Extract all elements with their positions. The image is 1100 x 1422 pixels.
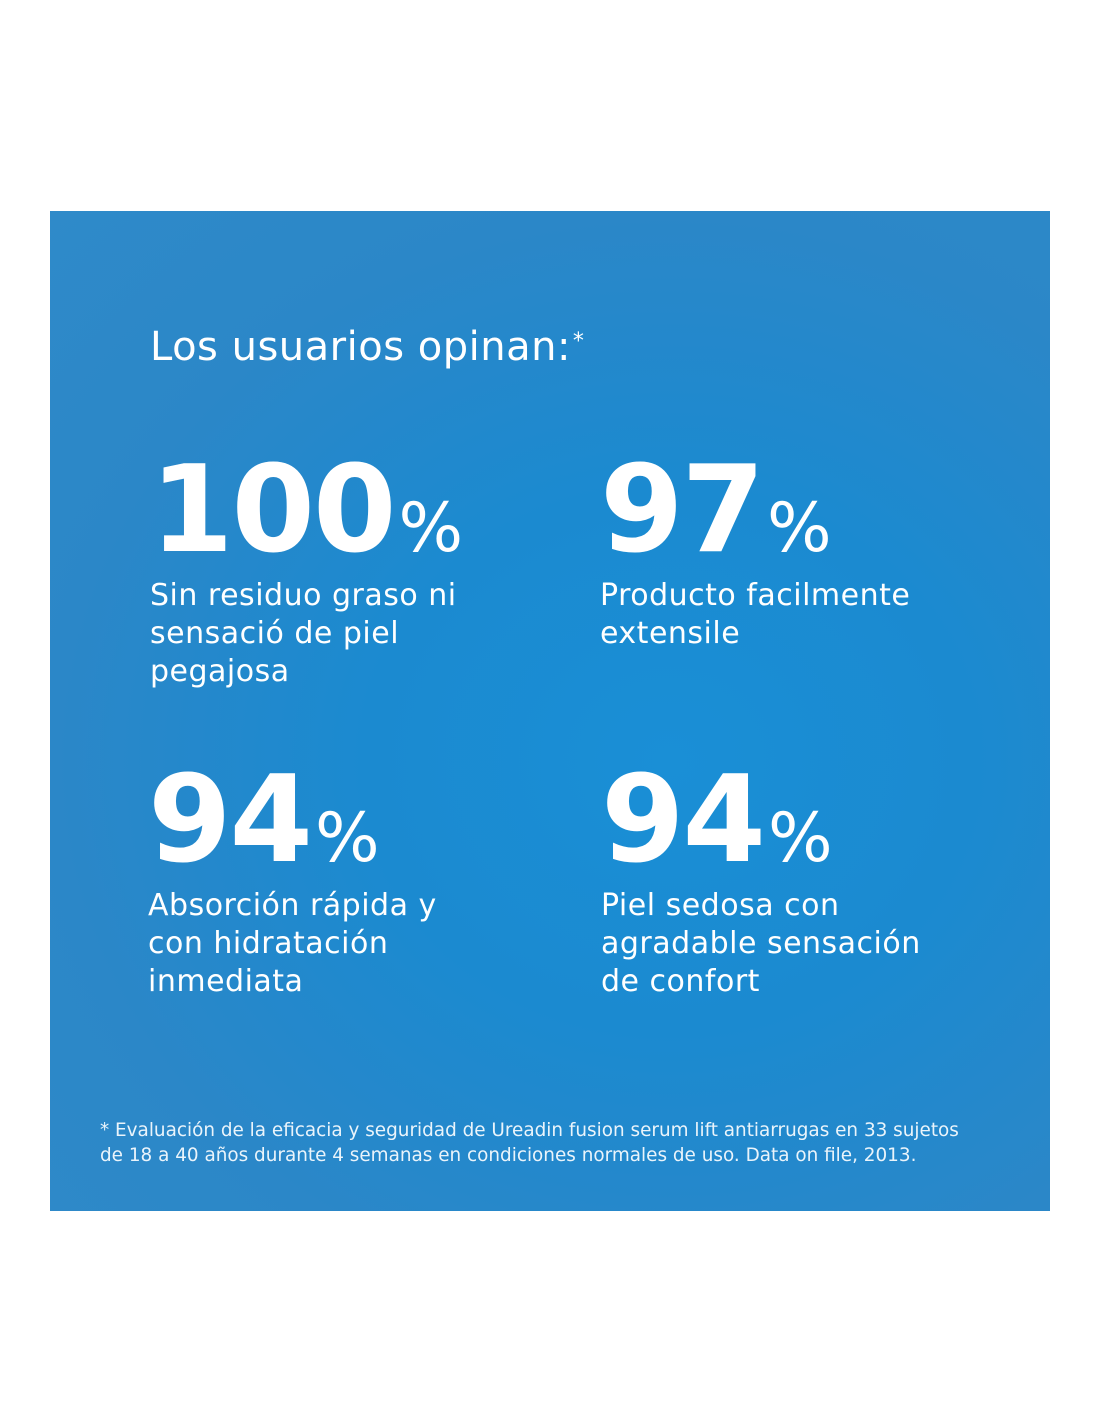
stat-label: Absorción rápida y con hidratación inmed… [148,887,437,1001]
stat-label-line: de confort [601,964,760,999]
stat-number: 94 [148,751,313,890]
stat-value: 94 % [148,761,437,881]
stat-percent-sign: % [768,799,833,878]
stat-block: 94 % Absorción rápida y con hidratación … [148,761,437,1001]
stat-label: Piel sedosa con agradable sensación de c… [601,887,921,1001]
stat-value: 97 % [600,451,910,571]
stat-block: 94 % Piel sedosa con agradable sensación… [601,761,921,1001]
stat-label-line: extensile [600,616,741,651]
stat-block: 100 % Sin residuo graso ni sensació de p… [150,451,463,691]
stat-label: Producto facilmente extensile [600,577,910,653]
stat-label-line: con hidratación [148,926,389,961]
stat-value: 100 % [150,451,463,571]
stat-label-line: inmediata [148,964,304,999]
stat-percent-sign: % [398,489,464,568]
stat-number: 97 [600,441,765,580]
heading-asterisk: * [572,329,585,354]
stat-label-line: Absorción rápida y [148,888,437,923]
stat-label-line: Producto facilmente [600,578,911,613]
footnote-line: de 18 a 40 años durante 4 semanas en con… [100,1145,917,1166]
stat-label: Sin residuo graso ni sensació de piel pe… [150,577,463,691]
stat-percent-sign: % [315,799,380,878]
stat-label-line: Sin residuo graso ni [150,578,457,613]
stat-number: 94 [601,751,766,890]
page-title: Los usuarios opinan:* [150,323,584,371]
stat-label-line: Piel sedosa con [601,888,840,923]
heading-text: Los usuarios opinan: [150,324,571,370]
stats-panel: Los usuarios opinan:* 100 % Sin residuo … [50,211,1050,1211]
stat-value: 94 % [601,761,921,881]
stat-number: 100 [150,441,396,580]
footnote: * Evaluación de la eficacia y seguridad … [100,1118,1030,1168]
stat-label-line: agradable sensación [601,926,921,961]
stat-block: 97 % Producto facilmente extensile [600,451,910,653]
stat-percent-sign: % [767,489,832,568]
footnote-line: * Evaluación de la eficacia y seguridad … [100,1120,959,1141]
stat-label-line: sensació de piel [150,616,400,651]
stat-label-line: pegajosa [150,654,290,689]
